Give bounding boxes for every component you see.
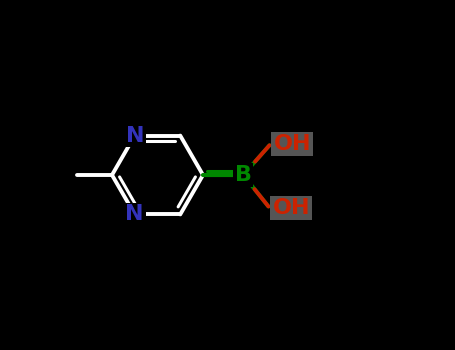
Text: N: N [126, 204, 144, 224]
Text: N: N [126, 126, 144, 146]
Text: B: B [235, 165, 252, 185]
Text: OH: OH [274, 134, 311, 154]
Text: OH: OH [273, 198, 310, 218]
